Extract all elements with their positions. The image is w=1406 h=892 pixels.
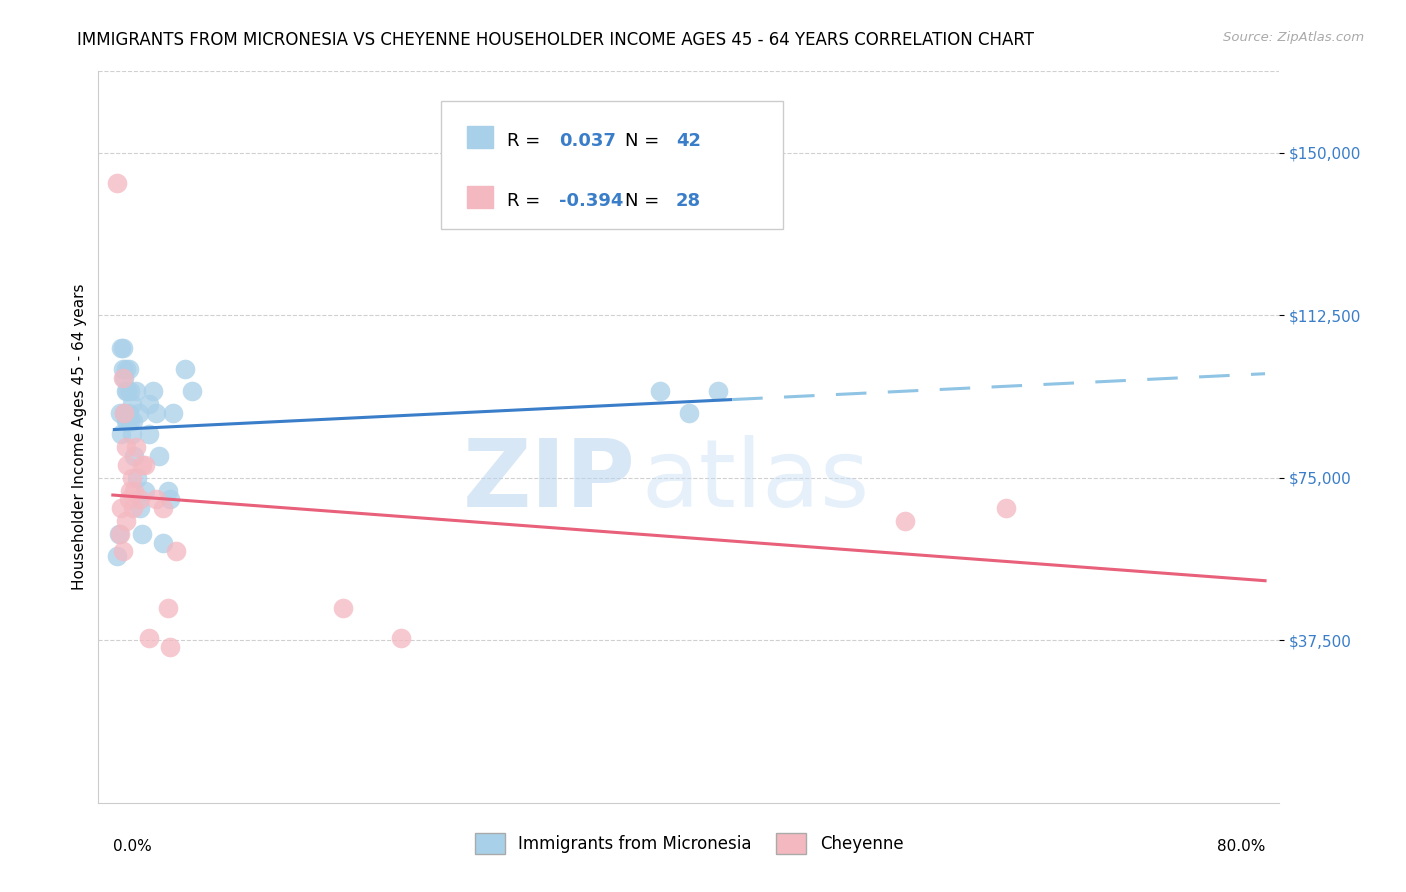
Point [110, 501, 132, 516]
Point [181, 384, 204, 398]
Point [142, 384, 165, 398]
Point [894, 514, 917, 528]
Point [122, 501, 145, 516]
Text: 0.037: 0.037 [560, 132, 616, 150]
Point [112, 406, 135, 420]
Point [162, 406, 184, 420]
Point [108, 527, 131, 541]
Text: ZIP: ZIP [463, 435, 636, 527]
Point [994, 501, 1017, 516]
Text: atlas: atlas [641, 435, 870, 527]
Point [115, 384, 138, 398]
Point [111, 371, 134, 385]
Point [134, 483, 156, 498]
Point [114, 362, 136, 376]
Point [118, 492, 141, 507]
Point [156, 483, 179, 498]
Point [111, 341, 134, 355]
Point [134, 458, 156, 472]
Bar [467, 126, 494, 148]
Point [122, 414, 145, 428]
Point [107, 527, 129, 541]
Point [129, 501, 152, 516]
Point [118, 406, 141, 420]
Point [115, 458, 138, 472]
Legend: Immigrants from Micronesia, Cheyenne: Immigrants from Micronesia, Cheyenne [468, 827, 910, 860]
Point [159, 492, 181, 507]
Point [111, 362, 134, 376]
Point [145, 406, 167, 420]
Text: 80.0%: 80.0% [1216, 839, 1265, 855]
Point [145, 492, 167, 507]
Text: R =: R = [508, 192, 546, 210]
Point [173, 362, 195, 376]
Point [127, 471, 149, 485]
Point [120, 483, 142, 498]
FancyBboxPatch shape [441, 101, 783, 228]
Point [124, 449, 146, 463]
Point [152, 535, 174, 549]
Point [114, 384, 136, 398]
Text: IMMIGRANTS FROM MICRONESIA VS CHEYENNE HOUSEHOLDER INCOME AGES 45 - 64 YEARS COR: IMMIGRANTS FROM MICRONESIA VS CHEYENNE H… [77, 31, 1035, 49]
Point [125, 384, 148, 398]
Text: 0.0%: 0.0% [112, 839, 152, 855]
Point [114, 514, 136, 528]
Point [108, 406, 131, 420]
Point [118, 362, 141, 376]
Bar [467, 186, 494, 208]
Text: N =: N = [626, 132, 665, 150]
Point [120, 414, 142, 428]
Point [121, 471, 143, 485]
Text: Source: ZipAtlas.com: Source: ZipAtlas.com [1223, 31, 1364, 45]
Y-axis label: Householder Income Ages 45 - 64 years: Householder Income Ages 45 - 64 years [72, 284, 87, 591]
Point [124, 483, 146, 498]
Point [165, 544, 187, 558]
Point [129, 492, 152, 507]
Point [138, 631, 160, 645]
Point [105, 549, 128, 563]
Text: -0.394: -0.394 [560, 192, 623, 210]
Point [112, 371, 135, 385]
Point [138, 397, 160, 411]
Point [138, 427, 160, 442]
Point [110, 341, 132, 355]
Point [131, 458, 153, 472]
Point [156, 600, 179, 615]
Point [152, 501, 174, 516]
Text: 42: 42 [676, 132, 702, 150]
Point [110, 427, 132, 442]
Point [332, 600, 354, 615]
Point [706, 384, 728, 398]
Text: N =: N = [626, 192, 665, 210]
Point [678, 406, 700, 420]
Point [125, 441, 148, 455]
Point [105, 176, 128, 190]
Point [121, 427, 143, 442]
Point [121, 397, 143, 411]
Point [148, 449, 170, 463]
Point [120, 384, 142, 398]
Point [115, 414, 138, 428]
Point [159, 640, 181, 654]
Point [111, 544, 134, 558]
Point [128, 406, 150, 420]
Point [650, 384, 672, 398]
Text: R =: R = [508, 132, 546, 150]
Point [131, 527, 153, 541]
Point [114, 414, 136, 428]
Point [114, 441, 136, 455]
Point [389, 631, 412, 645]
Point [112, 406, 135, 420]
Text: 28: 28 [676, 192, 702, 210]
